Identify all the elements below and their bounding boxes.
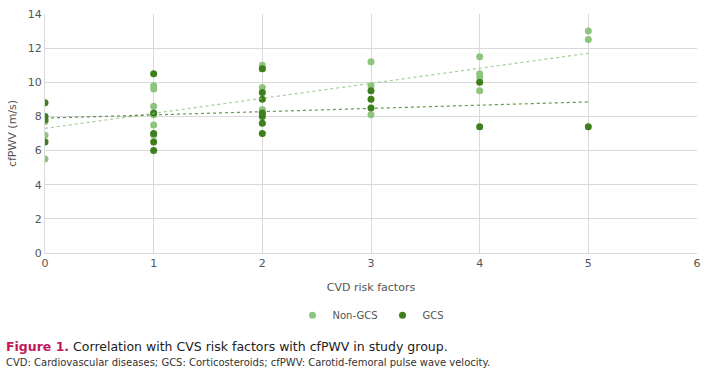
svg-text:0: 0	[35, 247, 42, 260]
svg-text:4: 4	[35, 179, 42, 192]
svg-text:0: 0	[42, 257, 49, 270]
svg-text:6: 6	[35, 144, 42, 157]
svg-text:6: 6	[694, 257, 701, 270]
svg-text:14: 14	[28, 8, 42, 21]
svg-text:10: 10	[28, 76, 42, 89]
svg-text:2: 2	[35, 213, 42, 226]
html-text:CVD: Cardiovascular diseases;: CVD: Cardiovascular diseases; GCS: Corti…	[6, 357, 491, 368]
html-text:Figure 1. Correlation with CVS: Figure 1. Correlation with CVS risk fact…	[6, 339, 448, 354]
svg-text:5: 5	[585, 257, 592, 270]
svg-text:4: 4	[476, 257, 483, 270]
svg-text:GCS: GCS	[423, 310, 444, 321]
svg-text:8: 8	[35, 110, 42, 123]
svg-text:CVD risk factors: CVD risk factors	[327, 281, 416, 294]
svg-text:cfPWV (m/s): cfPWV (m/s)	[6, 100, 19, 167]
svg-text:Non-GCS: Non-GCS	[333, 310, 378, 321]
svg-text:1: 1	[150, 257, 157, 270]
svg-text:3: 3	[368, 257, 375, 270]
svg-text:2: 2	[259, 257, 266, 270]
svg-text:12: 12	[28, 42, 42, 55]
